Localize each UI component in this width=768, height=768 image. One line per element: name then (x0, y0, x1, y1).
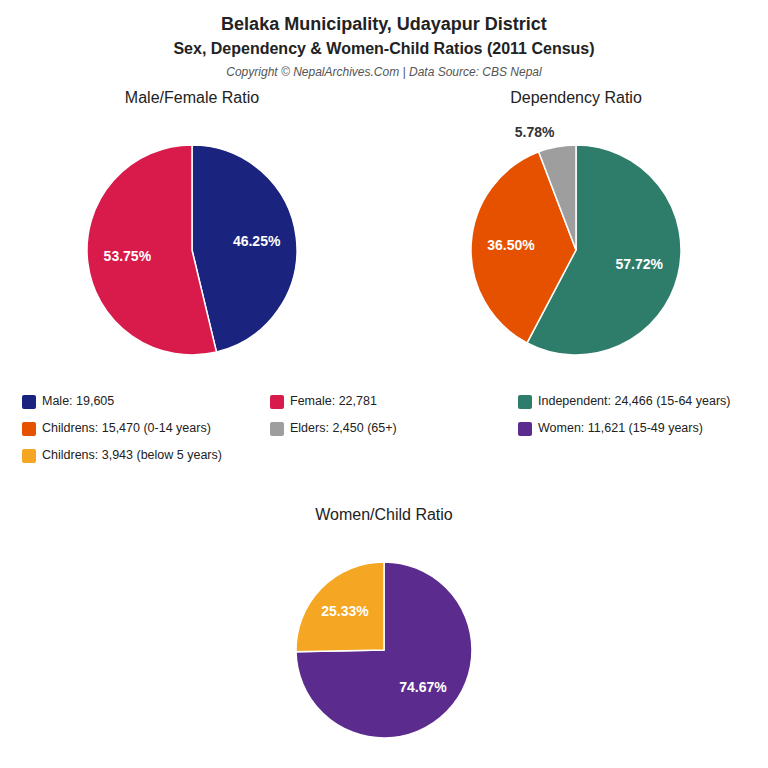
subtitle: Sex, Dependency & Women-Child Ratios (20… (173, 40, 594, 57)
pie-slice (539, 145, 576, 250)
title: Belaka Municipality, Udayapur District (221, 14, 547, 34)
legend-entry: Childrens: 15,470 (0-14 years) (42, 421, 211, 435)
data-label: 36.50% (487, 237, 535, 253)
legend-swatch (22, 395, 36, 409)
data-label: 57.72% (615, 256, 663, 272)
pie-slice (296, 562, 384, 652)
data-label: 53.75% (104, 248, 152, 264)
legend-entry: Male: 19,605 (42, 394, 114, 408)
pie-chart: Dependency Ratio 57.72% 36.50% 5.78% (471, 89, 681, 355)
legend-swatch (270, 395, 284, 409)
legend-entry: Childrens: 3,943 (below 5 years) (42, 448, 222, 462)
legend-entry: Female: 22,781 (290, 394, 377, 408)
legend-swatch (22, 449, 36, 463)
figure: Belaka Municipality, Udayapur District Se… (0, 0, 768, 768)
legend-swatch (518, 395, 532, 409)
annotation: Copyright © NepalArchives.Com | Data Sou… (226, 65, 542, 79)
legend-swatch (518, 422, 532, 436)
pie-title: Male/Female Ratio (125, 89, 259, 106)
pie-slice (296, 562, 472, 738)
pie-title: Women/Child Ratio (315, 506, 453, 523)
pie-slice (87, 145, 217, 355)
data-label: 74.67% (399, 679, 447, 695)
legend-entry: Independent: 24,466 (15-64 years) (538, 394, 731, 408)
legend-entry: Elders: 2,450 (65+) (290, 421, 397, 435)
pie-title: Dependency Ratio (510, 89, 642, 106)
data-label: 46.25% (233, 233, 281, 249)
legend-swatch (22, 422, 36, 436)
data-label: 25.33% (321, 603, 369, 619)
pie-chart: Women/Child Ratio 74.67% 25.33% (296, 506, 472, 738)
pie-chart: Male/Female Ratio 46.25% 53.75% (87, 89, 297, 355)
legend-swatch (270, 422, 284, 436)
data-label: 5.78% (515, 124, 555, 140)
legend: Male: 19,605 Female: 22,781 Independent: 2… (22, 394, 731, 463)
legend-entry: Women: 11,621 (15-49 years) (538, 421, 703, 435)
background (0, 0, 768, 768)
